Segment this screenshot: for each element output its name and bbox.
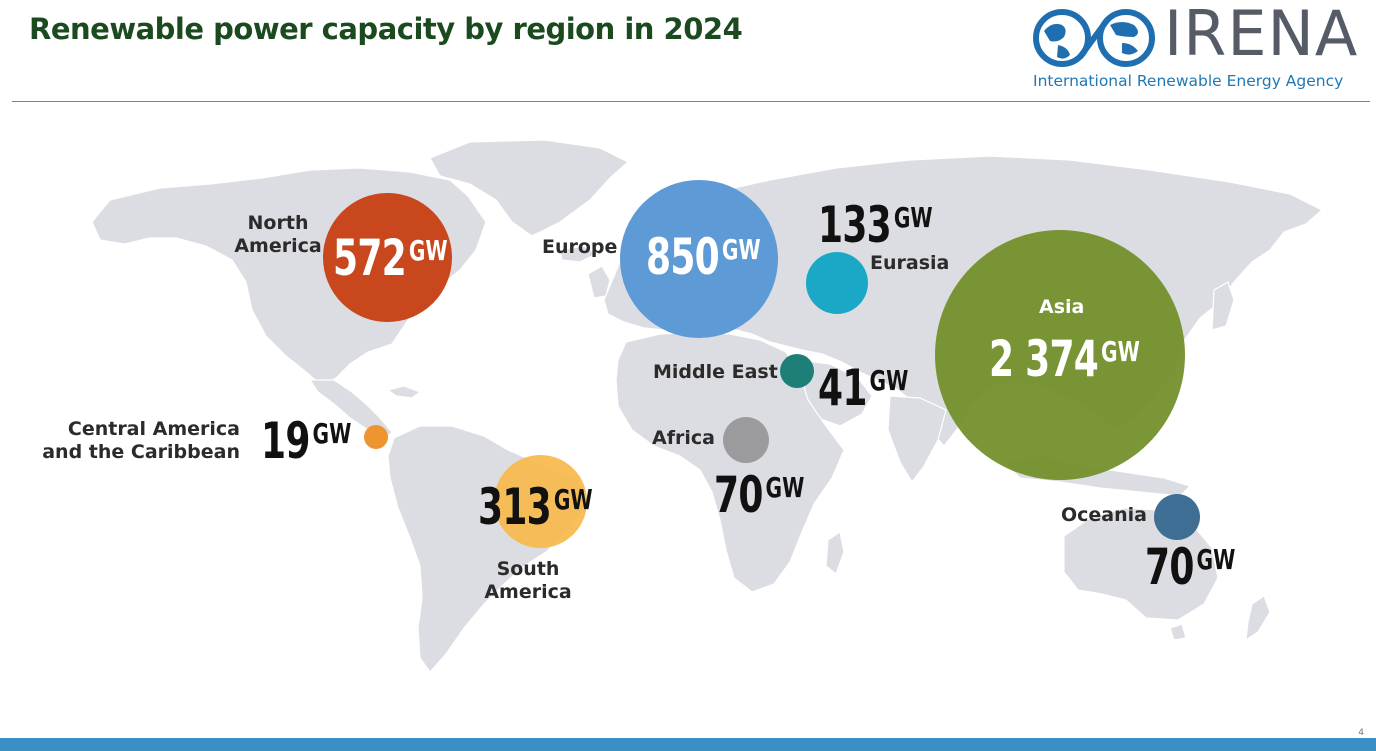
- bubble-asia: [935, 230, 1185, 480]
- value-middle-east: 41 GW: [818, 359, 909, 417]
- landmass-greenland: [429, 139, 630, 237]
- landmass-iceland: [559, 245, 598, 263]
- label-middle-east: Middle East: [653, 361, 778, 383]
- header-divider: [12, 101, 1370, 102]
- bubble-middle-east: [780, 354, 814, 388]
- label-oceania: Oceania: [1061, 504, 1147, 526]
- bubble-africa: [723, 417, 769, 463]
- label-south-america: South America: [484, 558, 572, 603]
- irena-logo: IRENA International Renewable Energy Age…: [1030, 0, 1370, 95]
- landmass-tasmania: [1169, 623, 1187, 641]
- page-title: Renewable power capacity by region in 20…: [29, 12, 743, 46]
- bubble-south-america: [494, 455, 587, 548]
- page-number: 4: [1358, 728, 1364, 738]
- globe-infinity-icon: [1033, 9, 1155, 67]
- landmass-uk: [587, 265, 611, 299]
- irena-subtitle: International Renewable Energy Agency: [1033, 72, 1344, 90]
- landmass-new-zealand: [1245, 595, 1271, 642]
- landmass-japan: [1211, 281, 1235, 331]
- landmass-caribbean: [386, 385, 422, 399]
- label-africa: Africa: [652, 427, 715, 449]
- landmass-madagascar: [825, 531, 845, 575]
- label-europe: Europe: [542, 236, 618, 258]
- value-central-america: 19 GW: [261, 412, 352, 470]
- label-asia: Asia: [1039, 296, 1085, 318]
- value-africa: 70 GW: [714, 466, 805, 524]
- bubble-europe: [620, 180, 778, 338]
- label-north-america: North America: [234, 212, 322, 257]
- value-eurasia: 133 GW: [818, 196, 933, 254]
- bubble-eurasia: [806, 252, 868, 314]
- irena-wordmark: IRENA: [1164, 0, 1359, 70]
- value-north-america: 572 GW: [333, 229, 448, 287]
- landmass-india: [887, 395, 947, 484]
- value-oceania: 70 GW: [1145, 538, 1236, 596]
- bubble-central-america: [364, 425, 388, 449]
- value-south-america: 313 GW: [478, 478, 593, 536]
- bubble-oceania: [1154, 494, 1200, 540]
- bubble-north-america: [323, 193, 452, 322]
- label-eurasia: Eurasia: [870, 252, 950, 274]
- value-europe: 850 GW: [646, 228, 761, 286]
- label-central-america: Central America and the Caribbean: [42, 418, 240, 463]
- landmass-africa: [615, 331, 845, 593]
- footer-bar: [0, 738, 1376, 751]
- value-asia: 2 374 GW: [989, 330, 1140, 388]
